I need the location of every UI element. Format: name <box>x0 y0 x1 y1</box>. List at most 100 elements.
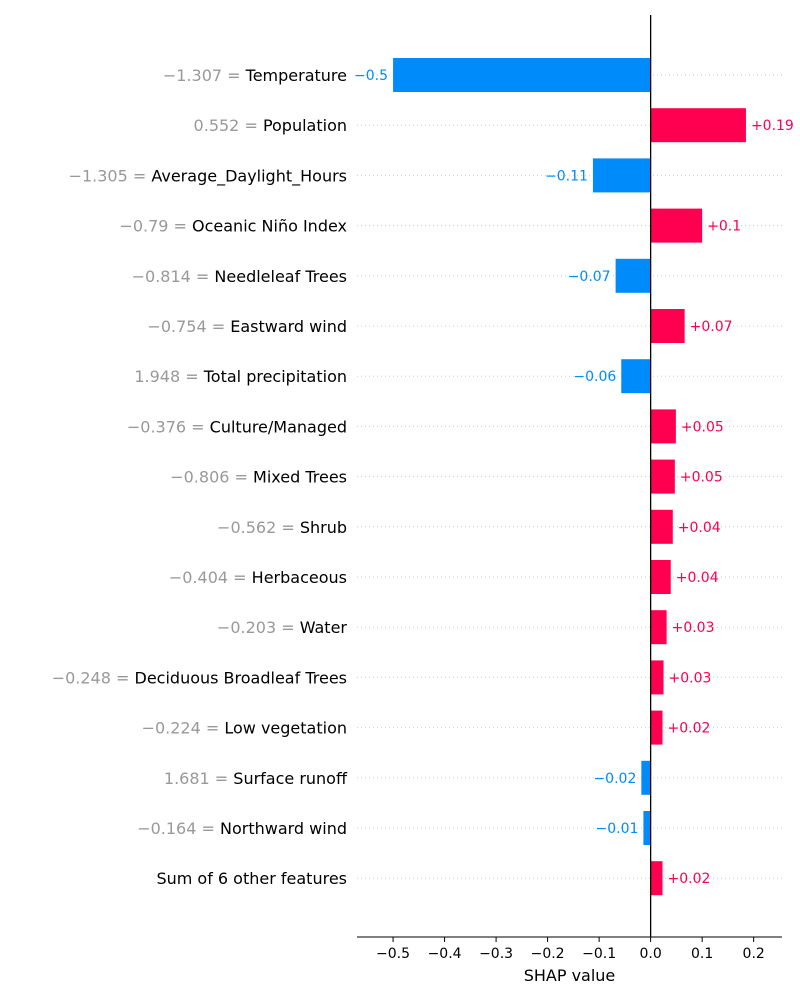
x-tick-label: −0.5 <box>376 946 410 962</box>
bar-value-label: +0.05 <box>680 470 723 486</box>
bar-labels-group: −0.5 +0.19 −0.11 +0.1 −0.07 +0.07 −0.06 +0.05 +0… <box>354 68 794 887</box>
feature-label: −0.754 = Eastward wind <box>147 317 347 336</box>
feature-value: −0.164 <box>137 819 196 838</box>
bar-value-label: +0.02 <box>667 721 710 737</box>
feature-label: −0.376 = Culture/Managed <box>127 417 347 436</box>
feature-name: Population <box>263 116 347 135</box>
x-axis-title: SHAP value <box>524 966 616 985</box>
bar-value-label: −0.11 <box>545 168 588 184</box>
feature-value: −0.754 <box>147 317 206 336</box>
feature-label: −0.814 = Needleleaf Trees <box>132 267 347 286</box>
feature-labels-group: −1.307 = Temperature 0.552 = Population −1… <box>52 66 348 888</box>
feature-name: Shrub <box>300 518 347 537</box>
feature-name: Average_Daylight_Hours <box>151 166 347 186</box>
bar <box>641 760 651 795</box>
bar-value-label: +0.03 <box>669 670 712 686</box>
feature-name: Eastward wind <box>230 317 347 336</box>
equals-sign: = <box>228 568 252 587</box>
bar <box>650 861 663 896</box>
equals-sign: = <box>207 317 231 336</box>
equals-sign: = <box>196 819 220 838</box>
feature-label: −0.224 = Low vegetation <box>142 719 347 738</box>
feature-value: −1.305 <box>69 166 128 185</box>
feature-name: Northward wind <box>220 819 347 838</box>
bar <box>615 258 651 293</box>
bar-value-label: +0.04 <box>678 520 721 536</box>
x-tick-label: −0.2 <box>531 946 565 962</box>
feature-label: 1.948 = Total precipitation <box>134 367 347 386</box>
bar <box>393 58 651 92</box>
feature-name: Total precipitation <box>203 367 347 386</box>
feature-name: Low vegetation <box>224 719 347 738</box>
bar <box>650 509 673 544</box>
feature-value: −0.376 <box>127 417 186 436</box>
feature-value: −0.79 <box>119 217 168 236</box>
x-tick-label: −0.1 <box>582 946 616 962</box>
feature-value: −0.248 <box>52 668 111 687</box>
bar <box>650 208 703 243</box>
bar-value-label: −0.01 <box>596 821 639 837</box>
feature-value: −0.203 <box>217 618 276 637</box>
equals-sign: = <box>111 668 135 687</box>
x-tick-label: −0.4 <box>428 946 462 962</box>
bar-value-label: +0.19 <box>751 118 794 134</box>
feature-label: −0.248 = Deciduous Broadleaf Trees <box>52 668 347 687</box>
bar <box>592 158 651 193</box>
bar-value-label: +0.03 <box>672 620 715 636</box>
equals-sign: = <box>229 468 253 487</box>
equals-sign: = <box>222 66 246 85</box>
bar <box>621 359 651 394</box>
bar <box>650 610 667 645</box>
bar-value-label: −0.5 <box>354 68 388 84</box>
equals-sign: = <box>201 719 225 738</box>
bar-value-label: +0.07 <box>690 319 733 335</box>
feature-label: 0.552 = Population <box>194 116 347 135</box>
equals-sign: = <box>180 367 204 386</box>
feature-label: −0.79 = Oceanic Niño Index <box>119 217 347 236</box>
bar <box>650 459 675 494</box>
feature-name: Water <box>300 618 348 637</box>
feature-value: −0.404 <box>169 568 228 587</box>
feature-label: −0.806 = Mixed Trees <box>170 468 347 487</box>
equals-sign: = <box>191 267 215 286</box>
equals-sign: = <box>276 618 300 637</box>
x-tick-label: 0.2 <box>743 946 765 962</box>
bar-value-label: +0.05 <box>681 419 724 435</box>
feature-value: −0.814 <box>132 267 191 286</box>
feature-value: 1.948 <box>134 367 180 386</box>
x-tick-label: −0.3 <box>479 946 513 962</box>
feature-value: −1.307 <box>163 66 222 85</box>
feature-value: −0.806 <box>170 468 229 487</box>
bars-group <box>393 58 746 896</box>
bar-value-label: +0.04 <box>676 570 719 586</box>
bar <box>650 710 663 745</box>
bar <box>650 660 664 695</box>
equals-sign: = <box>168 217 192 236</box>
feature-label: −0.562 = Shrub <box>217 518 347 537</box>
feature-name: Culture/Managed <box>210 417 347 436</box>
feature-name: Needleleaf Trees <box>214 267 347 286</box>
equals-sign: = <box>186 417 210 436</box>
feature-label: 1.681 = Surface runoff <box>164 769 348 788</box>
feature-value: −0.562 <box>217 518 276 537</box>
equals-sign: = <box>239 116 263 135</box>
feature-name: Herbaceous <box>252 568 347 587</box>
feature-label: −1.307 = Temperature <box>163 66 347 85</box>
bar-value-label: −0.06 <box>573 369 616 385</box>
x-tick-label: 0.1 <box>691 946 713 962</box>
feature-name: Surface runoff <box>233 769 348 788</box>
feature-label: Sum of 6 other features <box>156 869 347 888</box>
equals-sign: = <box>276 518 300 537</box>
x-ticks-group: −0.5 −0.4 −0.3 −0.2 −0.1 0.0 0.1 0.2 <box>376 937 765 962</box>
equals-sign: = <box>210 769 234 788</box>
feature-name: Temperature <box>245 66 347 85</box>
bar <box>650 108 746 143</box>
x-axis: −0.5 −0.4 −0.3 −0.2 −0.1 0.0 0.1 0.2 SHAP value <box>357 936 782 985</box>
feature-name: Oceanic Niño Index <box>192 217 347 236</box>
bar-value-label: +0.1 <box>707 219 741 235</box>
feature-label: −1.305 = Average_Daylight_Hours <box>69 166 347 186</box>
bar <box>650 560 671 594</box>
feature-name: Mixed Trees <box>253 468 347 487</box>
bar-value-label: −0.07 <box>568 269 611 285</box>
